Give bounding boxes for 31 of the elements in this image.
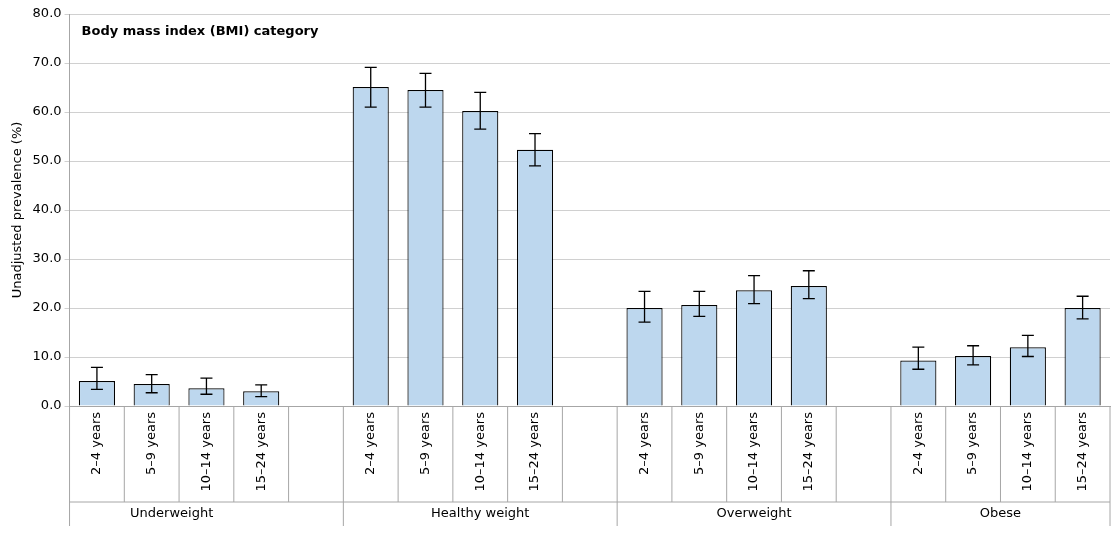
- text: Obese: [979, 505, 1022, 521]
- y-tick-label: 20.0: [32, 299, 62, 315]
- y-tick-label: 50.0: [32, 152, 62, 168]
- text: Overweight: [716, 505, 792, 521]
- x-tick-label: 5–9 years: [416, 411, 432, 475]
- x-tick-label: 10–14 years: [471, 411, 487, 492]
- x-tick-label: 2–4 years: [635, 411, 651, 475]
- x-tick-label: 15–24 years: [252, 411, 268, 492]
- y-tick-label: 70.0: [32, 54, 62, 70]
- y-axis-title: Unadjusted prevalence (%): [9, 121, 25, 299]
- x-tick-label: 5–9 years: [964, 411, 980, 475]
- text: Body mass index (BMI) category: [81, 23, 319, 39]
- y-tick-label: 40.0: [32, 201, 62, 217]
- x-tick-label: 2–4 years: [88, 411, 104, 475]
- x-tick-label: 15–24 years: [1073, 411, 1089, 492]
- y-tick-label: 80.0: [32, 5, 62, 21]
- x-tick-label: 10–14 years: [1019, 411, 1035, 492]
- x-tick-label: 10–14 years: [197, 411, 213, 492]
- x-tick-label: 5–9 years: [143, 411, 159, 475]
- y-tick-label: 10.0: [32, 348, 62, 364]
- y-tick-label: 60.0: [32, 103, 62, 119]
- x-tick-label: 15–24 years: [526, 411, 542, 492]
- x-tick-label: 2–4 years: [362, 411, 378, 475]
- x-tick-label: 15–24 years: [800, 411, 816, 492]
- x-tick-label: 2–4 years: [909, 411, 925, 475]
- x-tick-label: 10–14 years: [745, 411, 761, 492]
- text: Healthy weight: [431, 505, 530, 521]
- text: Underweight: [130, 505, 214, 521]
- x-tick-label: 5–9 years: [690, 411, 706, 475]
- y-tick-label: 30.0: [32, 250, 62, 266]
- y-tick-label: 0.0: [40, 397, 62, 413]
